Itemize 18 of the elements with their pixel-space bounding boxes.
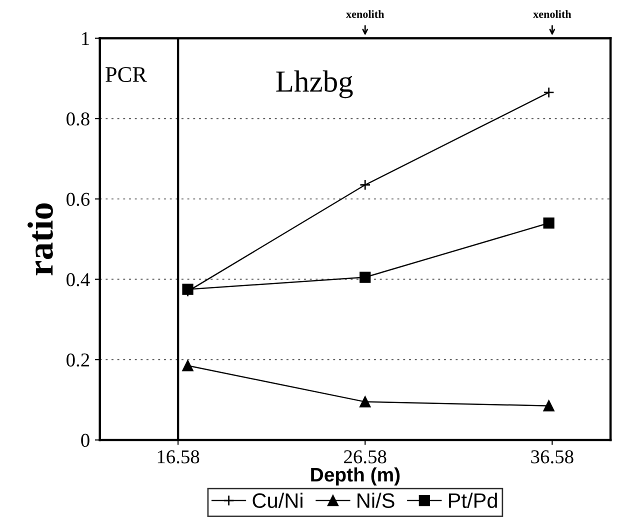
y-tick-label: 0.2: [66, 353, 90, 367]
y-tick-label: 0.6: [66, 192, 90, 206]
x-tick-label: 16.58: [158, 450, 200, 464]
text: xenolith: [346, 10, 384, 18]
legend-label: Pt/Pd: [449, 492, 497, 508]
legend-label: Cu/Ni: [252, 492, 302, 508]
x-tick-label: 36.58: [531, 450, 574, 464]
annotation: PCR: [106, 67, 147, 82]
y-tick-label: 0.8: [66, 112, 90, 126]
y-axis-title: ratio: [28, 203, 53, 276]
text: xenolith: [533, 10, 572, 18]
x-tick-label: 26.58: [344, 450, 386, 464]
legend-label: Ni/S: [358, 492, 394, 508]
annotation: Lhzbg: [276, 70, 353, 98]
x-axis-title: Depth (m): [311, 467, 400, 486]
y-tick-label: 1: [82, 32, 89, 46]
y-tick-label: 0.4: [66, 273, 90, 286]
y-tick-label: 0: [81, 434, 90, 447]
